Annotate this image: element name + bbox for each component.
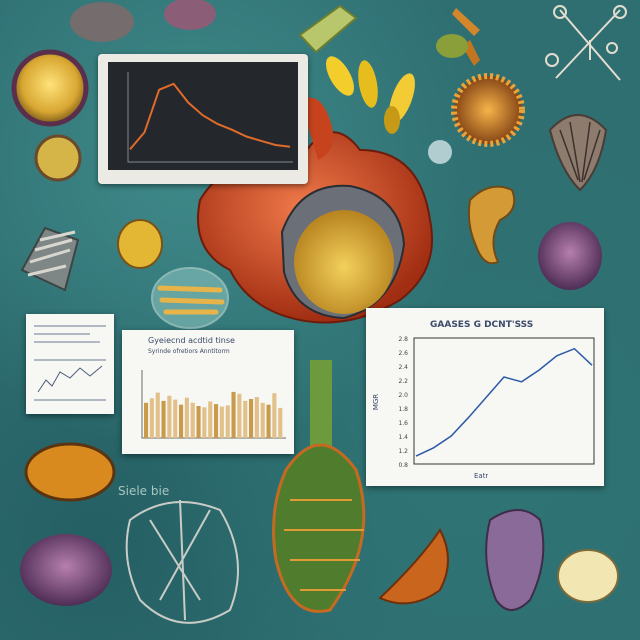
bottom-scribble-text: Siele bie <box>118 484 170 498</box>
bar-card-subtitle: Syrinde ofretiors Anntitorm <box>148 348 230 355</box>
bar <box>272 393 277 438</box>
line-card-ytick: 2.4 <box>398 364 408 371</box>
bar <box>278 407 283 438</box>
bar <box>184 397 189 438</box>
bar <box>190 402 195 438</box>
line-card-ytick: 0.8 <box>398 462 408 469</box>
monitor-chart <box>127 72 293 163</box>
bar <box>173 399 178 438</box>
scallop-shell-organism <box>548 114 608 192</box>
bar <box>266 404 271 438</box>
cream-egg-organism <box>557 549 619 603</box>
line-card-ytick: 2.2 <box>398 378 408 385</box>
bar <box>260 402 265 438</box>
orange-trilobite-organism <box>24 442 116 502</box>
line-series <box>415 347 593 457</box>
monitor-line-series <box>129 82 291 150</box>
line-card-title: GAASES G DCNT'SSS <box>430 320 534 330</box>
line-card-xlabel: Eatr <box>474 472 489 480</box>
bar <box>243 400 248 438</box>
yellow-flower-organisms <box>326 56 415 134</box>
line-card-ytick: 1.6 <box>398 420 408 427</box>
sunflower-organism <box>451 73 525 147</box>
bar-card-title: Gyeiecnd acdtid tinse <box>148 336 235 345</box>
bar-chart-plot <box>141 370 286 439</box>
yellow-sponge-organism <box>34 134 82 182</box>
monitor-frame <box>98 54 308 184</box>
bar <box>149 398 154 438</box>
bar <box>219 406 224 438</box>
pearl-organism <box>428 140 452 164</box>
bar <box>167 395 172 438</box>
bar <box>144 402 149 438</box>
bar <box>249 399 254 438</box>
small-table-card <box>26 314 114 414</box>
seahorse-organism <box>467 185 516 265</box>
line-card-ylabel: MGR <box>372 393 381 411</box>
bar <box>214 404 219 438</box>
yellow-pollen-organism <box>11 49 89 127</box>
purple-shell-organism <box>70 2 134 42</box>
orange-peel-organism <box>378 528 449 605</box>
green-spine-organism <box>272 360 366 613</box>
grey-sketch-organism <box>125 499 239 624</box>
bar <box>225 405 230 438</box>
line-card-yticks: 2.8 2.6 2.4 2.2 2.0 1.8 1.6 1.4 1.2 0.8 <box>388 336 410 469</box>
line-chart-card: GAASES G DCNT'SSS MGR Eatr 2.8 2.6 2.4 2.2 2… <box>366 308 604 486</box>
bar <box>155 392 160 438</box>
bar <box>179 404 184 438</box>
sketch-plant-organism <box>545 5 627 81</box>
purple-sponge-organism <box>20 534 112 606</box>
small-table-sketch <box>34 325 106 401</box>
bar <box>231 391 236 438</box>
striped-cone-organism <box>20 226 80 292</box>
bar <box>161 400 166 438</box>
bar-chart-card: Gyeiecnd acdtid tinse Syrinde ofretiors … <box>122 330 294 454</box>
bar-series <box>144 391 283 438</box>
bar <box>202 407 207 438</box>
line-card-ytick: 1.4 <box>398 434 408 441</box>
purple-coral-organism <box>485 509 545 611</box>
line-card-ytick: 2.8 <box>398 336 408 343</box>
line-card-ytick: 2.0 <box>398 392 408 399</box>
bar <box>237 393 242 438</box>
line-chart-plot <box>413 337 595 465</box>
bar <box>254 397 259 438</box>
green-leaf-organism <box>298 4 358 54</box>
green-pod-organism <box>436 34 468 58</box>
line-card-ytick: 1.2 <box>398 448 408 455</box>
line-card-ytick: 1.8 <box>398 406 408 413</box>
bar <box>196 406 201 438</box>
yellow-clam-organism <box>280 184 406 320</box>
bar <box>208 401 213 438</box>
pink-blob-organism <box>164 0 216 30</box>
yellow-seed-organism <box>117 219 163 269</box>
line-card-ytick: 2.6 <box>398 350 408 357</box>
pink-shell-organism <box>538 222 602 290</box>
glass-jellyfish-organism <box>151 267 229 329</box>
